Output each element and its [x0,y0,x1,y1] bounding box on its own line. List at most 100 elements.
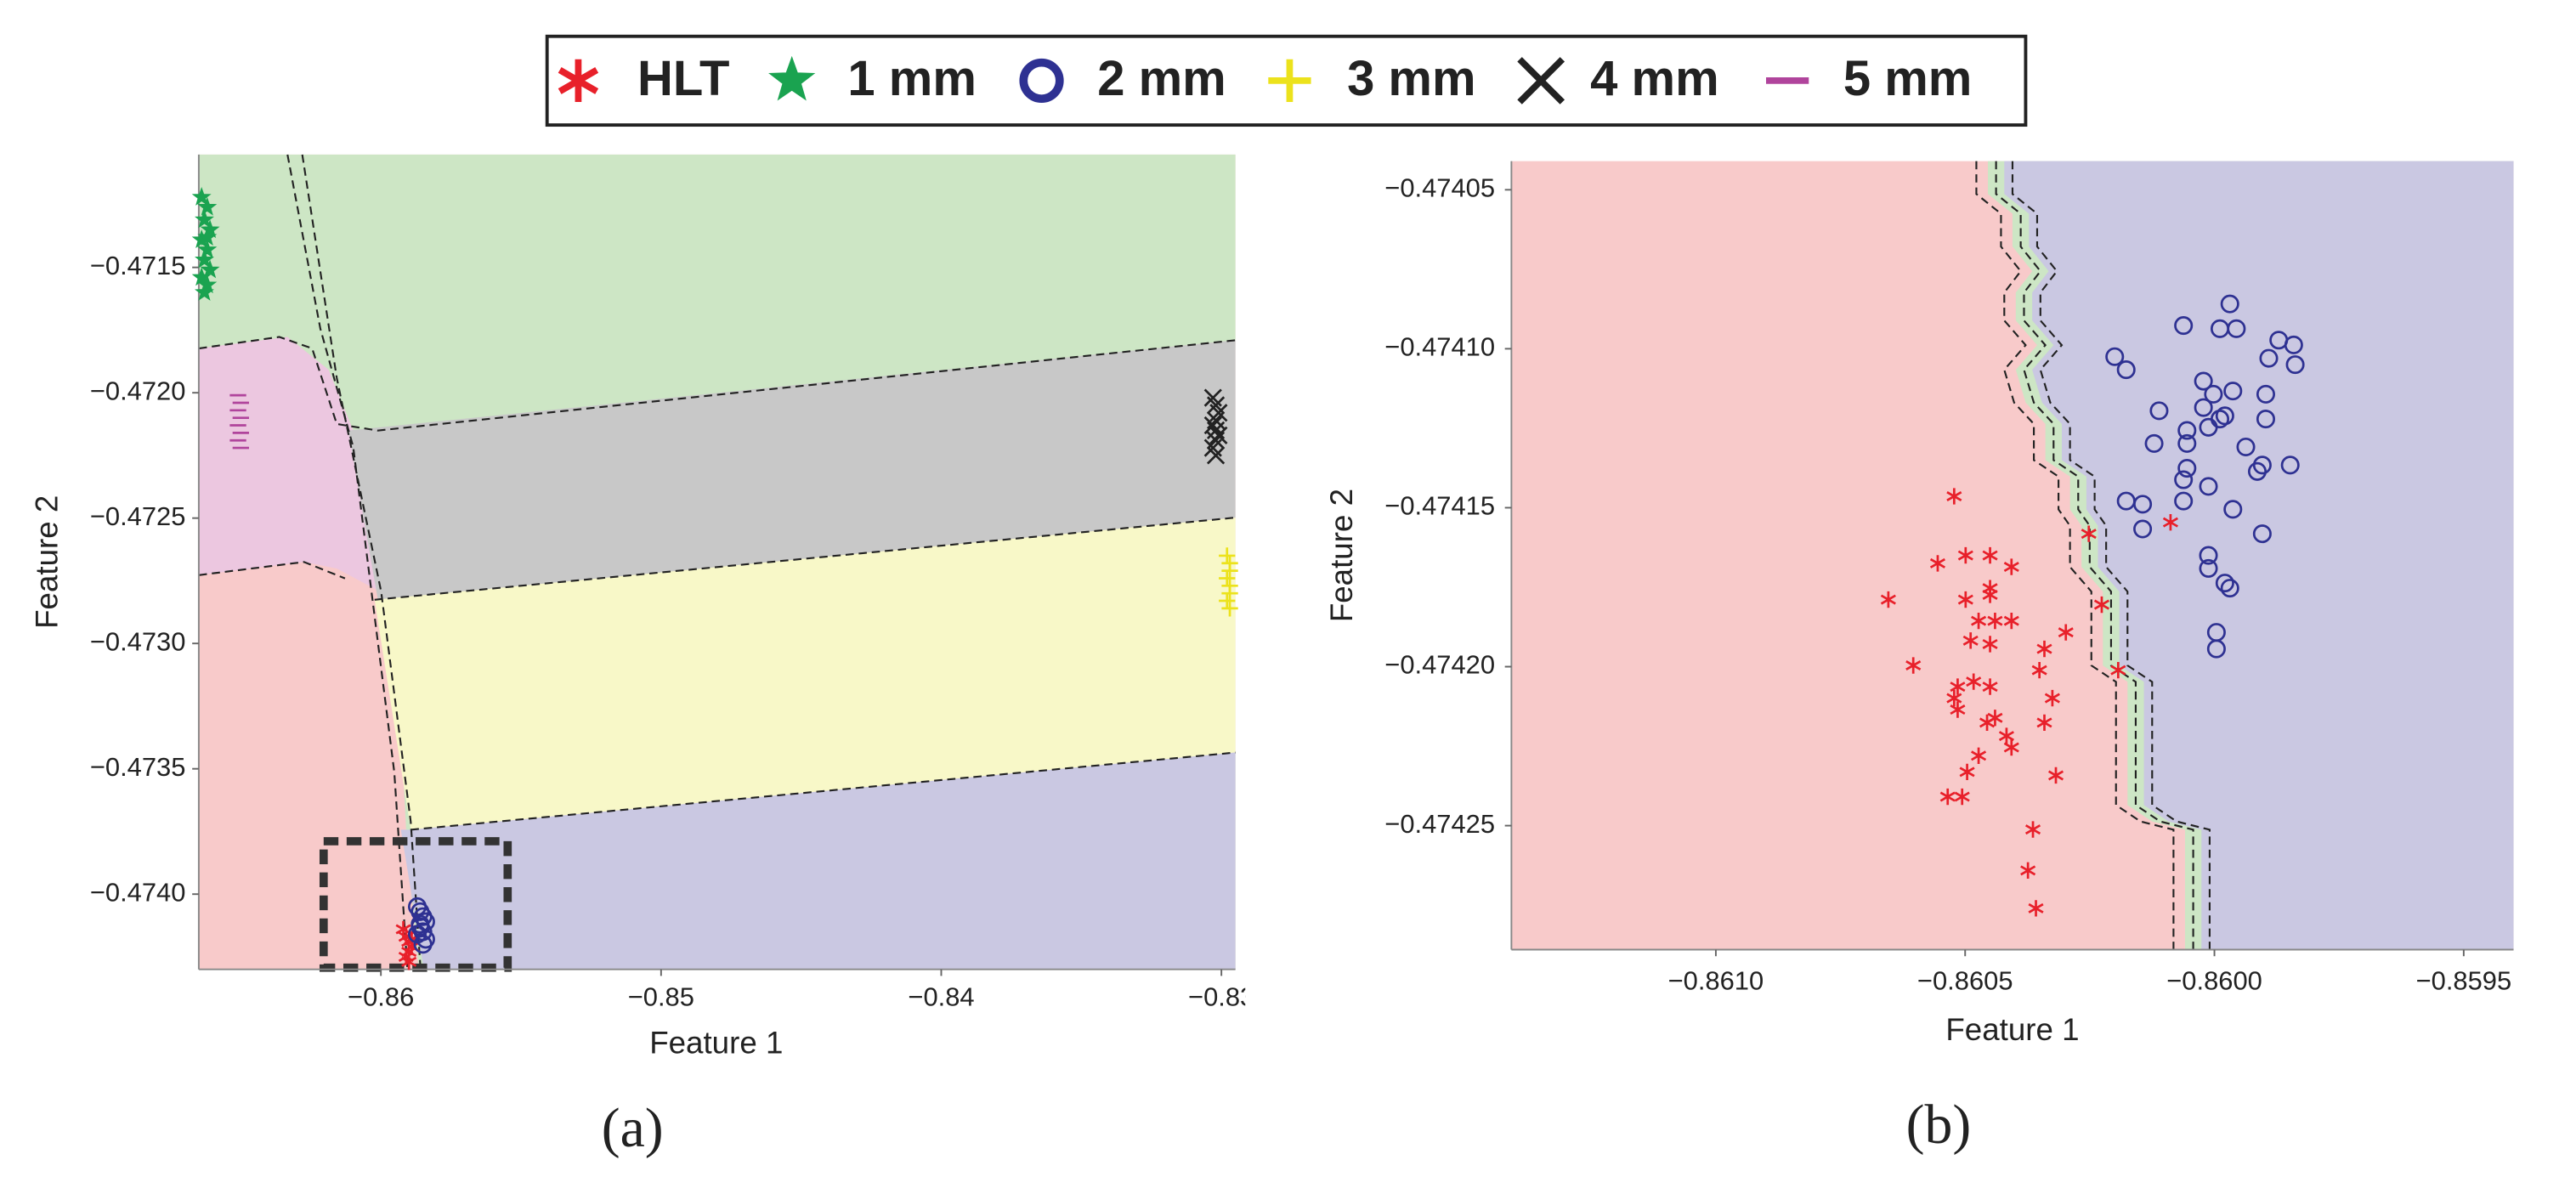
point [1962,632,1979,649]
legend-marker [1019,58,1064,104]
point [2199,477,2218,496]
point [1209,426,1228,444]
point [1957,546,1973,564]
y-tick-label: −0.4715 [90,251,186,280]
region [2004,161,2514,950]
legend-label: 3 mm [1347,52,1475,106]
point [2149,401,2169,421]
point [1946,488,1962,505]
point [2036,714,2052,732]
y-tick-label: −0.4720 [90,376,186,405]
legend-marker [768,55,816,101]
point [1987,612,2003,630]
y-tick-label: −0.47410 [1384,332,1495,362]
region [400,752,1236,970]
point [2259,348,2279,368]
point [2116,491,2136,511]
boundary [198,561,346,580]
point [2003,612,2019,630]
y-tick-label: −0.47420 [1384,650,1495,680]
point [2162,513,2178,531]
point [1206,446,1226,465]
point [2220,294,2239,314]
x-axis-label: Feature 1 [649,1025,783,1060]
point [1219,547,1236,564]
point [2003,738,2019,756]
boundary [301,154,422,970]
point [2252,524,2272,544]
point [2144,433,2164,453]
point [2199,546,2218,565]
x-tick-label: −0.8605 [1917,965,2013,995]
point [2105,347,2125,366]
point [2236,437,2256,457]
region [198,154,1236,970]
point [2058,624,2074,641]
point [191,187,212,206]
point [191,267,212,286]
x-tick-label: −0.8610 [1668,965,1764,995]
point [2024,821,2041,838]
y-axis-label: Feature 2 [30,495,65,629]
y-tick-label: −0.47405 [1384,173,1495,202]
boundary [1995,161,2194,950]
point [1971,747,1987,764]
point [2044,689,2060,707]
point [2177,421,2197,440]
point [195,249,214,269]
y-tick-label: −0.4730 [90,626,186,656]
point [1959,763,1975,781]
point [197,239,218,258]
point [2284,335,2303,354]
boundary [2011,161,2211,950]
y-axis-label: Feature 2 [1324,489,1359,622]
x-tick-label: −0.84 [908,982,974,1012]
point [195,282,214,301]
point [2247,461,2267,481]
point [2174,316,2194,336]
point [1957,591,1973,608]
point [1950,701,1966,718]
point [2223,382,2243,401]
point [1905,657,1922,674]
point [1971,612,1987,630]
point [1203,416,1222,435]
point [197,227,218,246]
x-tick-label: −0.8595 [2416,965,2512,995]
zoom-box [319,837,512,972]
point [1982,546,1998,564]
legend-label: HLT [637,52,729,106]
point [2133,519,2153,539]
region [198,337,387,595]
point [1219,592,1236,609]
point [2020,862,2036,880]
point [1998,727,2014,744]
point [1966,673,1982,690]
point [1946,689,1962,707]
x-tick-label: −0.83 [1188,982,1254,1012]
point [2215,574,2234,593]
point [2204,384,2223,404]
legend-marker [558,59,599,103]
regions-a [198,154,1236,972]
point [2256,410,2276,429]
point [2093,596,2110,614]
point [2177,459,2197,478]
boundary [410,751,1236,831]
y-tick-label: −0.4740 [90,877,186,907]
point [2223,500,2243,519]
point [2285,355,2305,375]
region [374,518,1236,830]
panel-label: (b) [1906,1094,1972,1156]
point [2199,558,2218,578]
point [2116,360,2136,380]
point [1929,555,1946,572]
legend-marker [1268,59,1311,103]
point [2003,558,2019,575]
point [197,274,218,294]
point [197,196,218,216]
legend-label: 4 mm [1590,52,1718,106]
legend-marker [1517,57,1565,105]
x-tick-label: −0.86 [348,982,414,1012]
